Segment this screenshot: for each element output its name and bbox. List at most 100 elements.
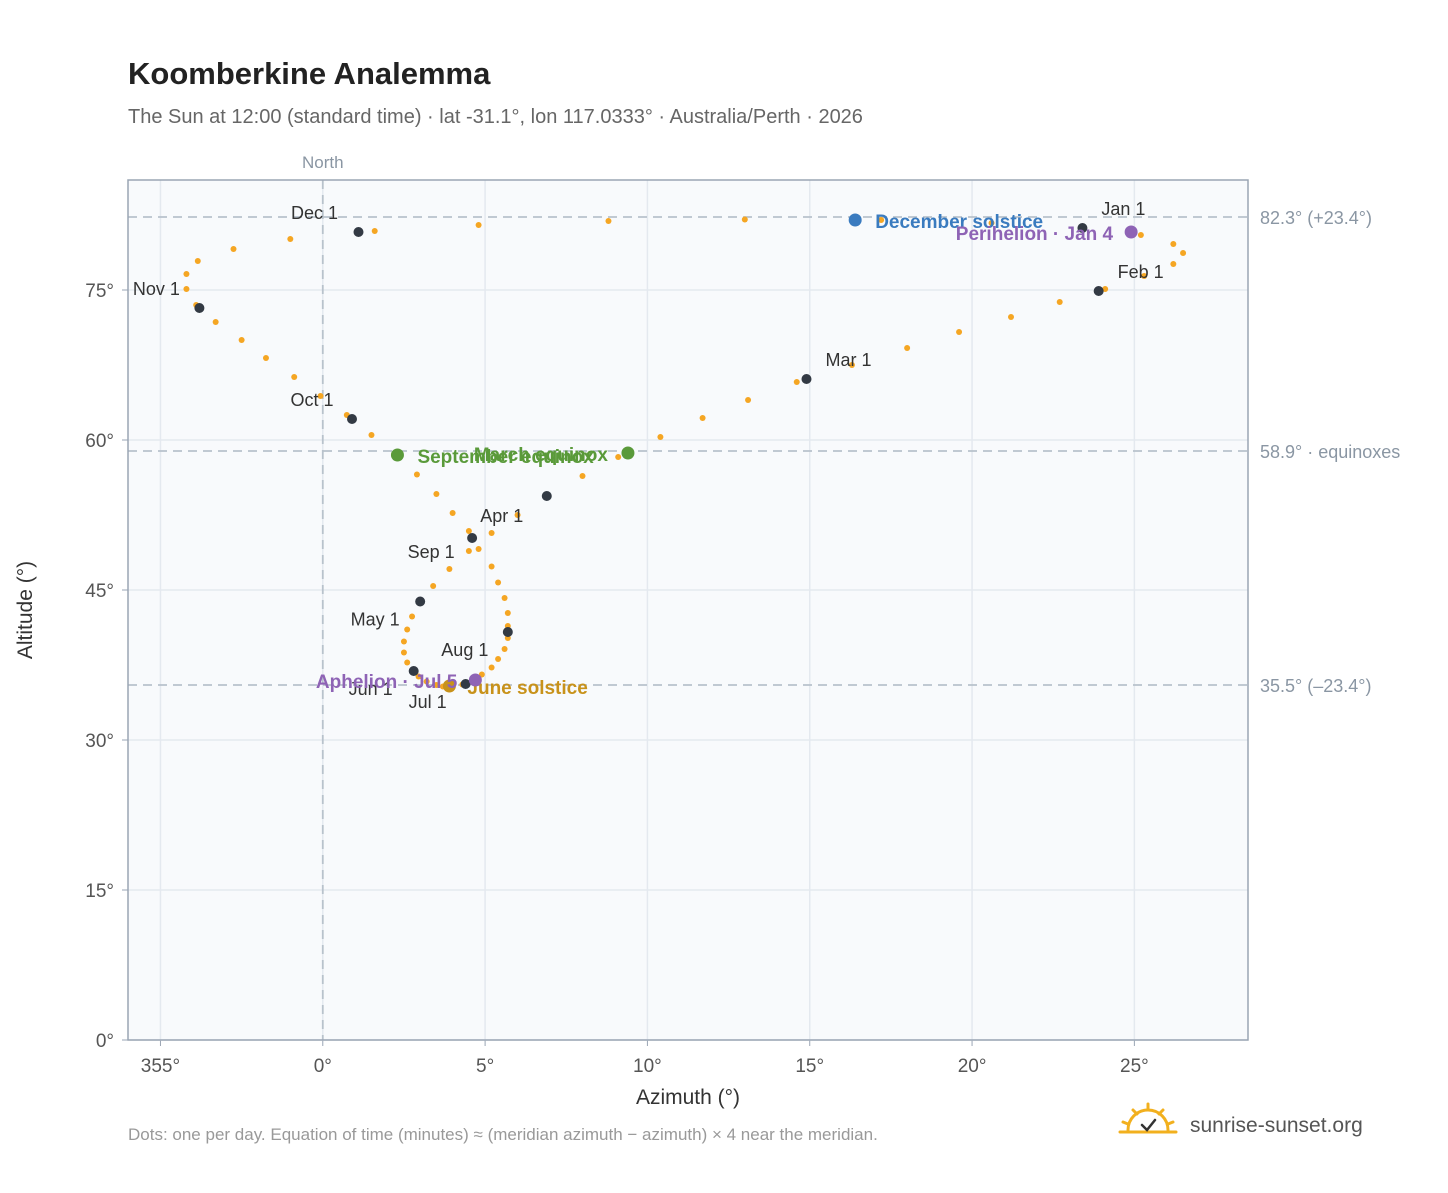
month-label: May 1 — [351, 610, 400, 630]
day-dot — [194, 258, 201, 264]
month-label: Apr 1 — [480, 506, 523, 526]
day-dot — [287, 236, 294, 242]
day-dot — [475, 222, 482, 228]
day-dot — [1170, 261, 1177, 267]
brand-logo — [1118, 1102, 1178, 1134]
day-dot — [793, 379, 800, 385]
month-label: Jan 1 — [1101, 199, 1145, 219]
y-tick-label: 30° — [85, 731, 114, 752]
day-dot — [745, 397, 752, 403]
sun-ray — [1157, 1108, 1165, 1116]
day-dot — [1008, 314, 1015, 320]
day-dot — [423, 678, 430, 685]
y-axis-title: Altitude (°) — [14, 561, 37, 659]
day-dot — [904, 345, 911, 351]
day-dot — [230, 246, 237, 252]
month-label: Oct 1 — [290, 390, 333, 410]
event-dot — [621, 446, 635, 460]
reference-label: 58.9° · equinoxes — [1260, 442, 1400, 462]
event-dot — [848, 213, 862, 227]
day-dot — [514, 512, 521, 518]
marks: Jan 1 Feb 1 Mar 1 Apr 1 May 1 Jun 1 Jul 1 Aug 1… — [133, 199, 1187, 712]
y-tick-label: 15° — [85, 881, 114, 902]
month-label: Mar 1 — [825, 350, 871, 370]
day-dot — [430, 583, 437, 589]
day-dot — [449, 510, 456, 516]
event-dot — [1124, 225, 1138, 239]
chart-subtitle: The Sun at 12:00 (standard time) · lat -… — [128, 106, 863, 128]
month-label: Dec 1 — [291, 203, 338, 223]
month-label: Nov 1 — [133, 279, 180, 299]
day-dot — [988, 220, 995, 226]
day-dot — [404, 659, 411, 666]
day-dot — [1056, 299, 1063, 305]
plot-frame — [127, 179, 1249, 1041]
day-dot — [413, 471, 420, 478]
day-dot — [415, 673, 422, 680]
north-label: North — [302, 153, 344, 172]
x-axis-title: Azimuth (°) — [636, 1086, 740, 1109]
month-dot — [353, 227, 364, 237]
day-dot — [488, 530, 495, 536]
day-dot — [183, 271, 190, 277]
day-dot — [495, 579, 502, 586]
day-dot — [501, 595, 508, 601]
event-label: September equinox — [417, 447, 594, 468]
month-label: Feb 1 — [1118, 262, 1164, 282]
day-dot — [465, 548, 472, 554]
reference-label: 82.3° (+23.4°) — [1260, 208, 1372, 228]
day-dot — [699, 415, 706, 421]
brand: sunrise-sunset.org — [1190, 1114, 1363, 1137]
month-dot — [194, 303, 205, 313]
plot-area — [128, 180, 1248, 1040]
y-tick-label: 75° — [85, 281, 114, 302]
day-dot — [291, 374, 298, 380]
event-dot — [442, 679, 456, 693]
day-dot — [1102, 286, 1109, 292]
day-dot — [238, 337, 245, 343]
x-tick-label: 15° — [795, 1056, 824, 1077]
day-dot — [848, 362, 855, 368]
day-dot — [605, 218, 612, 224]
day-dot — [1141, 273, 1148, 279]
day-dot — [501, 646, 508, 652]
month-dot — [467, 533, 478, 543]
chart-title: Koomberkine Analemma — [128, 56, 491, 91]
sun-ray — [1131, 1108, 1139, 1116]
y-tick-label: 0° — [96, 1031, 114, 1052]
month-dot — [541, 491, 552, 501]
reference-label: 35.5° (–23.4°) — [1260, 676, 1371, 696]
event-label: June solstice — [467, 678, 587, 699]
x-tick-label: 25° — [1120, 1056, 1149, 1077]
day-dot — [1170, 241, 1177, 247]
event-label: Aphelion · Jul 5 — [316, 672, 458, 693]
day-dot — [579, 473, 586, 479]
day-dot — [400, 638, 407, 645]
month-label: Sep 1 — [408, 542, 455, 562]
day-dot — [1137, 232, 1144, 238]
check — [1140, 1118, 1157, 1132]
day-dot — [317, 393, 324, 399]
month-label: Aug 1 — [441, 640, 488, 660]
day-dot — [1180, 250, 1187, 256]
day-dot — [504, 610, 511, 616]
day-dot — [446, 566, 453, 572]
x-tick-label: 5° — [476, 1056, 494, 1077]
sun-ray — [1121, 1120, 1130, 1126]
day-dot — [495, 656, 502, 662]
day-dot — [404, 626, 411, 633]
day-dot — [262, 355, 269, 361]
month-dot — [1093, 286, 1104, 296]
day-dot — [371, 228, 378, 234]
y-tick-label: 60° — [85, 431, 114, 452]
day-dot — [878, 217, 885, 223]
y-tick-label: 45° — [85, 581, 114, 602]
day-dot — [956, 329, 963, 335]
day-dot — [368, 432, 375, 438]
footnote: Dots: one per day. Equation of time (min… — [128, 1125, 878, 1144]
month-dot — [1077, 223, 1088, 233]
grid — [122, 180, 1248, 1046]
month-dot — [415, 596, 426, 607]
